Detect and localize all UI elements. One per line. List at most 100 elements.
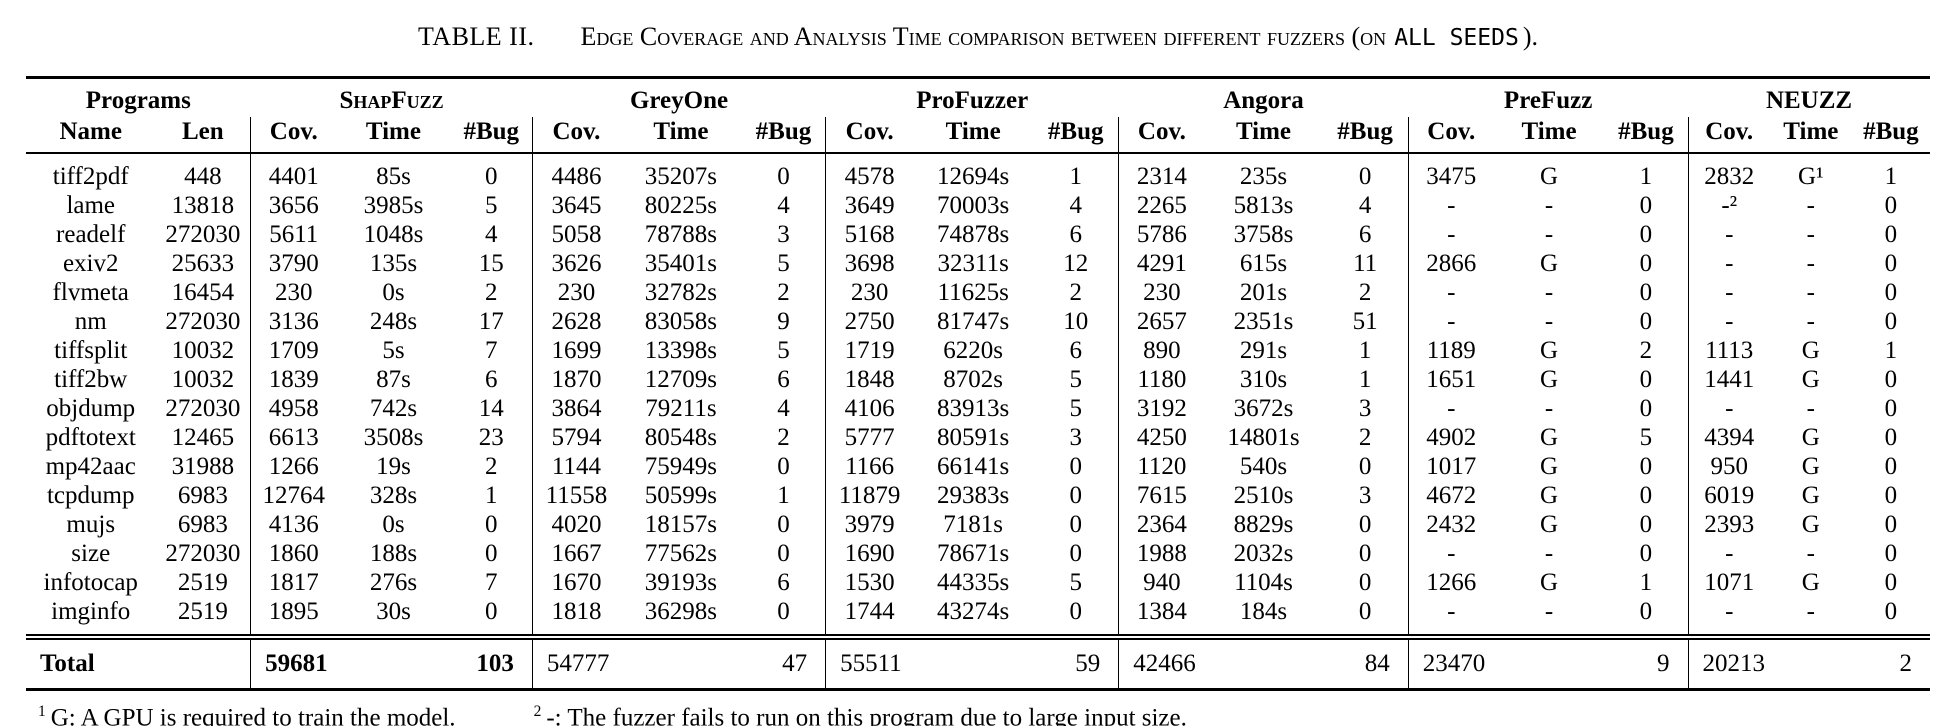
time-cell: G xyxy=(1801,453,1820,480)
time-cell: 75949s xyxy=(644,453,718,480)
time-cell: - xyxy=(1806,308,1815,335)
time-cell: - xyxy=(1544,192,1554,219)
time-cell: 87s xyxy=(376,366,411,393)
time-cell: G xyxy=(1540,453,1559,480)
time-cell: 83058s xyxy=(644,308,718,335)
len-cell: 272030 xyxy=(165,308,241,335)
time-cell: - xyxy=(1806,395,1815,422)
time-cell: G xyxy=(1540,569,1559,596)
cov-cell: 1180 xyxy=(1118,365,1205,394)
cov-cell: 3136 xyxy=(250,307,337,336)
cov-cell: 4578 xyxy=(825,153,914,191)
time-cell: 30s xyxy=(376,598,411,625)
table-row: readelf 272030 5611 1048s 4 5058 78788s 3 5168 74… xyxy=(26,220,1930,249)
bug-cell: 0 xyxy=(1884,308,1898,335)
bug-cell: 14 xyxy=(478,395,504,422)
time-cell: 184s xyxy=(1239,598,1288,625)
total-time-cell xyxy=(1204,634,1323,691)
bug-cell: 0 xyxy=(1884,540,1898,567)
time-cell: 39193s xyxy=(644,569,718,596)
program-name-cell: infotocap xyxy=(43,569,138,596)
time-cell: 615s xyxy=(1239,250,1288,277)
table-body: tiff2pdf 448 4401 85s 0 4486 35207s 0 4578 12694s… xyxy=(26,153,1930,637)
bug-cell: 6 xyxy=(777,569,790,596)
bug-cell: 4 xyxy=(777,395,790,422)
time-cell: 81747s xyxy=(937,308,1010,335)
caption-text: Edge Coverage and Analysis Time comparis… xyxy=(580,22,1387,51)
program-name-cell: imginfo xyxy=(51,598,131,625)
len-cell: 2519 xyxy=(177,569,228,596)
time-cell: 32782s xyxy=(644,279,718,306)
table-row: size 272030 1860 188s 0 1667 77562s 0 1690 78671s… xyxy=(26,539,1930,568)
bug-cell: 6 xyxy=(1069,337,1082,364)
cov-cell: 1441 xyxy=(1687,365,1770,394)
bug-cell: 0 xyxy=(484,511,498,538)
col-header-cov: Cov. xyxy=(1687,117,1770,154)
cov-cell: 1709 xyxy=(250,336,337,365)
time-cell: G xyxy=(1540,163,1559,190)
total-cov-cell: 20213 xyxy=(1687,634,1770,691)
total-bug-cell: 59 xyxy=(1033,634,1119,691)
footnote-text: G: A GPU is required to train the model. xyxy=(50,704,456,726)
cov-cell: 1839 xyxy=(250,365,337,394)
len-cell: 16454 xyxy=(171,279,235,306)
bug-cell: 0 xyxy=(777,453,790,480)
cov-cell: 1988 xyxy=(1118,539,1205,568)
cov-cell: 1071 xyxy=(1687,568,1770,597)
program-name-cell: readelf xyxy=(56,221,126,248)
len-cell: 272030 xyxy=(165,540,241,567)
bug-cell: 0 xyxy=(1639,598,1653,625)
time-cell: 3985s xyxy=(363,192,424,219)
time-cell: 83913s xyxy=(937,395,1010,422)
cov-cell: 1744 xyxy=(825,597,914,637)
bug-cell: 0 xyxy=(1358,540,1372,567)
time-cell: G xyxy=(1801,511,1820,538)
time-cell: G xyxy=(1801,424,1820,451)
time-cell: 3508s xyxy=(363,424,424,451)
cov-cell: 3475 xyxy=(1407,153,1494,191)
len-cell: 2519 xyxy=(177,598,228,625)
total-row: Total 59681 103 54777 47 55511 59 42466 84 23470 9… xyxy=(26,634,1930,691)
time-cell: 1104s xyxy=(1234,569,1293,596)
cov-cell: 2628 xyxy=(531,307,620,336)
cov-cell: 1860 xyxy=(250,539,337,568)
time-cell: G xyxy=(1540,366,1559,393)
time-cell: 3672s xyxy=(1233,395,1294,422)
table-row: tcpdump 6983 12764 328s 1 11558 50599s 1 11879 29… xyxy=(26,481,1930,510)
bug-cell: 5 xyxy=(1069,366,1082,393)
time-cell: 35401s xyxy=(644,250,718,277)
time-cell: 29383s xyxy=(937,482,1010,509)
time-cell: 36298s xyxy=(644,598,718,625)
bug-cell: 2 xyxy=(1358,424,1372,451)
len-cell: 31988 xyxy=(171,453,235,480)
col-header-cov: Cov. xyxy=(825,117,914,154)
bug-cell: 0 xyxy=(1358,598,1372,625)
cov-cell: 1667 xyxy=(531,539,620,568)
time-cell: G xyxy=(1801,337,1820,364)
bug-cell: 2 xyxy=(1639,337,1653,364)
cov-cell: 1651 xyxy=(1407,365,1494,394)
cov-cell: - xyxy=(1687,249,1770,278)
col-header-cov: Cov. xyxy=(250,117,337,154)
cov-cell: 1817 xyxy=(250,568,337,597)
col-header-time: Time xyxy=(1493,117,1605,154)
bug-cell: 0 xyxy=(1639,308,1653,335)
cov-cell: 4958 xyxy=(250,394,337,423)
time-cell: 80591s xyxy=(937,424,1010,451)
col-header-time: Time xyxy=(1204,117,1323,154)
table-row: nm 272030 3136 248s 17 2628 83058s 9 2750 81747s 1… xyxy=(26,307,1930,336)
cov-cell: - xyxy=(1407,191,1494,220)
bug-cell: 4 xyxy=(1358,192,1372,219)
cov-cell: 4250 xyxy=(1118,423,1205,452)
cov-cell: 1189 xyxy=(1407,336,1494,365)
bug-cell: 0 xyxy=(1358,163,1372,190)
bug-cell: 3 xyxy=(1358,395,1372,422)
col-header-bug: #Bug xyxy=(1322,117,1409,154)
group-header-shapfuzz: ShapFuzz xyxy=(339,87,444,114)
time-cell: 77562s xyxy=(644,540,718,567)
col-header-bug: #Bug xyxy=(1851,117,1930,154)
program-name-cell: pdftotext xyxy=(45,424,136,451)
len-cell: 448 xyxy=(184,163,222,190)
total-time-cell xyxy=(1493,634,1605,691)
